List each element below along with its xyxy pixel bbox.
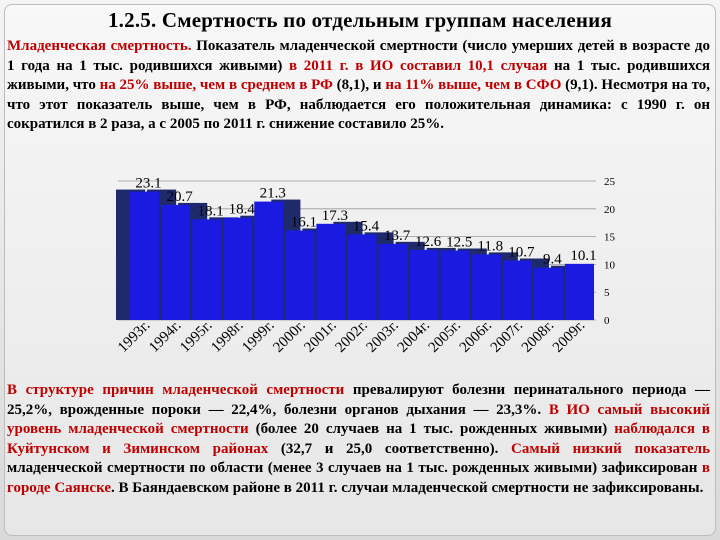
intro-run: Младенческая смертность. xyxy=(7,38,192,54)
infant-mortality-chart: 23.1 20.7 18.1 18.421.3 16.1 17.3 15.413.7 12.6… xyxy=(115,176,616,356)
data-label: 13.7 xyxy=(384,228,411,244)
x-tick-label: 1993г. xyxy=(115,318,153,356)
bar xyxy=(161,204,191,320)
chart-y-axis: 0 5 10 15 20 25 xyxy=(604,176,616,327)
bar xyxy=(471,254,501,320)
y-tick-label: 15 xyxy=(604,232,616,244)
chart-front-series xyxy=(130,191,594,320)
data-label: 16.1 xyxy=(291,214,317,230)
y-tick-label: 20 xyxy=(604,204,616,216)
intro-run: на 1 тыс. родившихся живыми, что xyxy=(7,57,710,94)
bar xyxy=(564,263,594,320)
y-tick-label: 10 xyxy=(604,259,616,271)
x-tick-label: 1994г. xyxy=(146,318,184,356)
intro-run: в 2011 г. в ИО составил 10,1 случая xyxy=(289,57,548,74)
intro-run: на 25% выше, чем в среднем в РФ xyxy=(99,77,333,93)
causes-run: превалируют болезни перинатального перио… xyxy=(7,382,710,418)
causes-run: (более 20 случаев на 1 тыс. рожденных жи… xyxy=(248,421,615,437)
data-label: 17.3 xyxy=(322,208,348,224)
bar xyxy=(347,234,377,320)
causes-run: . В Баяндаевском районе в 2011 г. случаи… xyxy=(111,479,704,496)
x-tick-label: 2007г. xyxy=(488,318,526,356)
bar xyxy=(378,243,408,320)
x-tick-label: 1995г. xyxy=(177,318,215,356)
data-label: 18.1 xyxy=(198,203,224,219)
x-tick-label: 2005г. xyxy=(426,318,464,356)
data-label: 15.4 xyxy=(353,218,380,234)
bar xyxy=(409,249,439,320)
bar xyxy=(316,223,346,320)
bar xyxy=(502,260,532,320)
bar xyxy=(533,267,563,320)
causes-run: младенческой смертности по области (мене… xyxy=(7,460,702,476)
y-tick-label: 25 xyxy=(604,176,616,188)
x-tick-label: 2002г. xyxy=(332,318,370,356)
x-tick-label: 2001г. xyxy=(301,318,339,356)
data-label: 10.7 xyxy=(508,245,535,261)
bar xyxy=(223,217,253,320)
x-tick-label: 2003г. xyxy=(364,318,402,356)
slide-title: 1.2.5. Смертность по отдельным группам н… xyxy=(107,8,613,32)
data-label: 12.6 xyxy=(415,234,442,250)
data-label: 12.5 xyxy=(446,235,472,251)
y-tick-label: 0 xyxy=(604,315,610,327)
data-label: 11.8 xyxy=(477,238,503,254)
causes-run: В ИО самый высокий уровень младенческой … xyxy=(7,401,710,438)
x-tick-label: 2004г. xyxy=(395,318,433,356)
x-tick-label: 1998г. xyxy=(208,318,246,356)
bar xyxy=(254,201,284,320)
x-tick-label: 1999г. xyxy=(239,318,277,356)
data-label: 18.4 xyxy=(229,202,256,218)
bar xyxy=(192,219,222,320)
data-label: 10.1 xyxy=(570,248,596,264)
chart-data-labels: 23.1 20.7 18.1 18.421.3 16.1 17.3 15.413.7 12.6… xyxy=(135,176,596,268)
chart-x-axis: 1993г.1994г.1995г.1998г.1999г.2000г.2001… xyxy=(115,318,588,356)
y-tick-label: 5 xyxy=(604,287,610,299)
x-tick-label: 2006г. xyxy=(457,318,495,356)
causes-paragraph: В структуре причин младенческой смертнос… xyxy=(7,381,710,498)
data-label: 9.4 xyxy=(543,252,562,268)
bar xyxy=(285,230,315,320)
intro-run: Показатель младенческой смертности (числ… xyxy=(7,38,710,74)
data-label: 21.3 xyxy=(260,186,286,202)
intro-run: на 11% выше, чем в СФО xyxy=(385,77,562,93)
causes-run: наблюдался в Куйтунском и Зиминском райо… xyxy=(7,421,710,457)
data-label: 20.7 xyxy=(166,189,193,205)
causes-run: в городе Саянске xyxy=(7,460,710,496)
intro-paragraph: Младенческая смертность. Показатель млад… xyxy=(7,37,710,135)
causes-run: В структуре причин младенческой смертнос… xyxy=(7,382,345,398)
x-tick-label: 2008г. xyxy=(519,318,557,356)
intro-run: (9,1). Несмотря на то, что этот показате… xyxy=(7,77,710,132)
causes-run: Самый низкий показатель xyxy=(511,440,711,457)
x-tick-label: 2000г. xyxy=(270,318,308,356)
causes-run: (32,7 и 25,0 соответственно). xyxy=(268,440,512,457)
x-tick-label: 2009г. xyxy=(550,318,588,356)
bar xyxy=(130,191,160,320)
data-label: 23.1 xyxy=(135,176,161,192)
bar xyxy=(440,250,470,320)
intro-run: (8,1), и xyxy=(332,77,386,93)
